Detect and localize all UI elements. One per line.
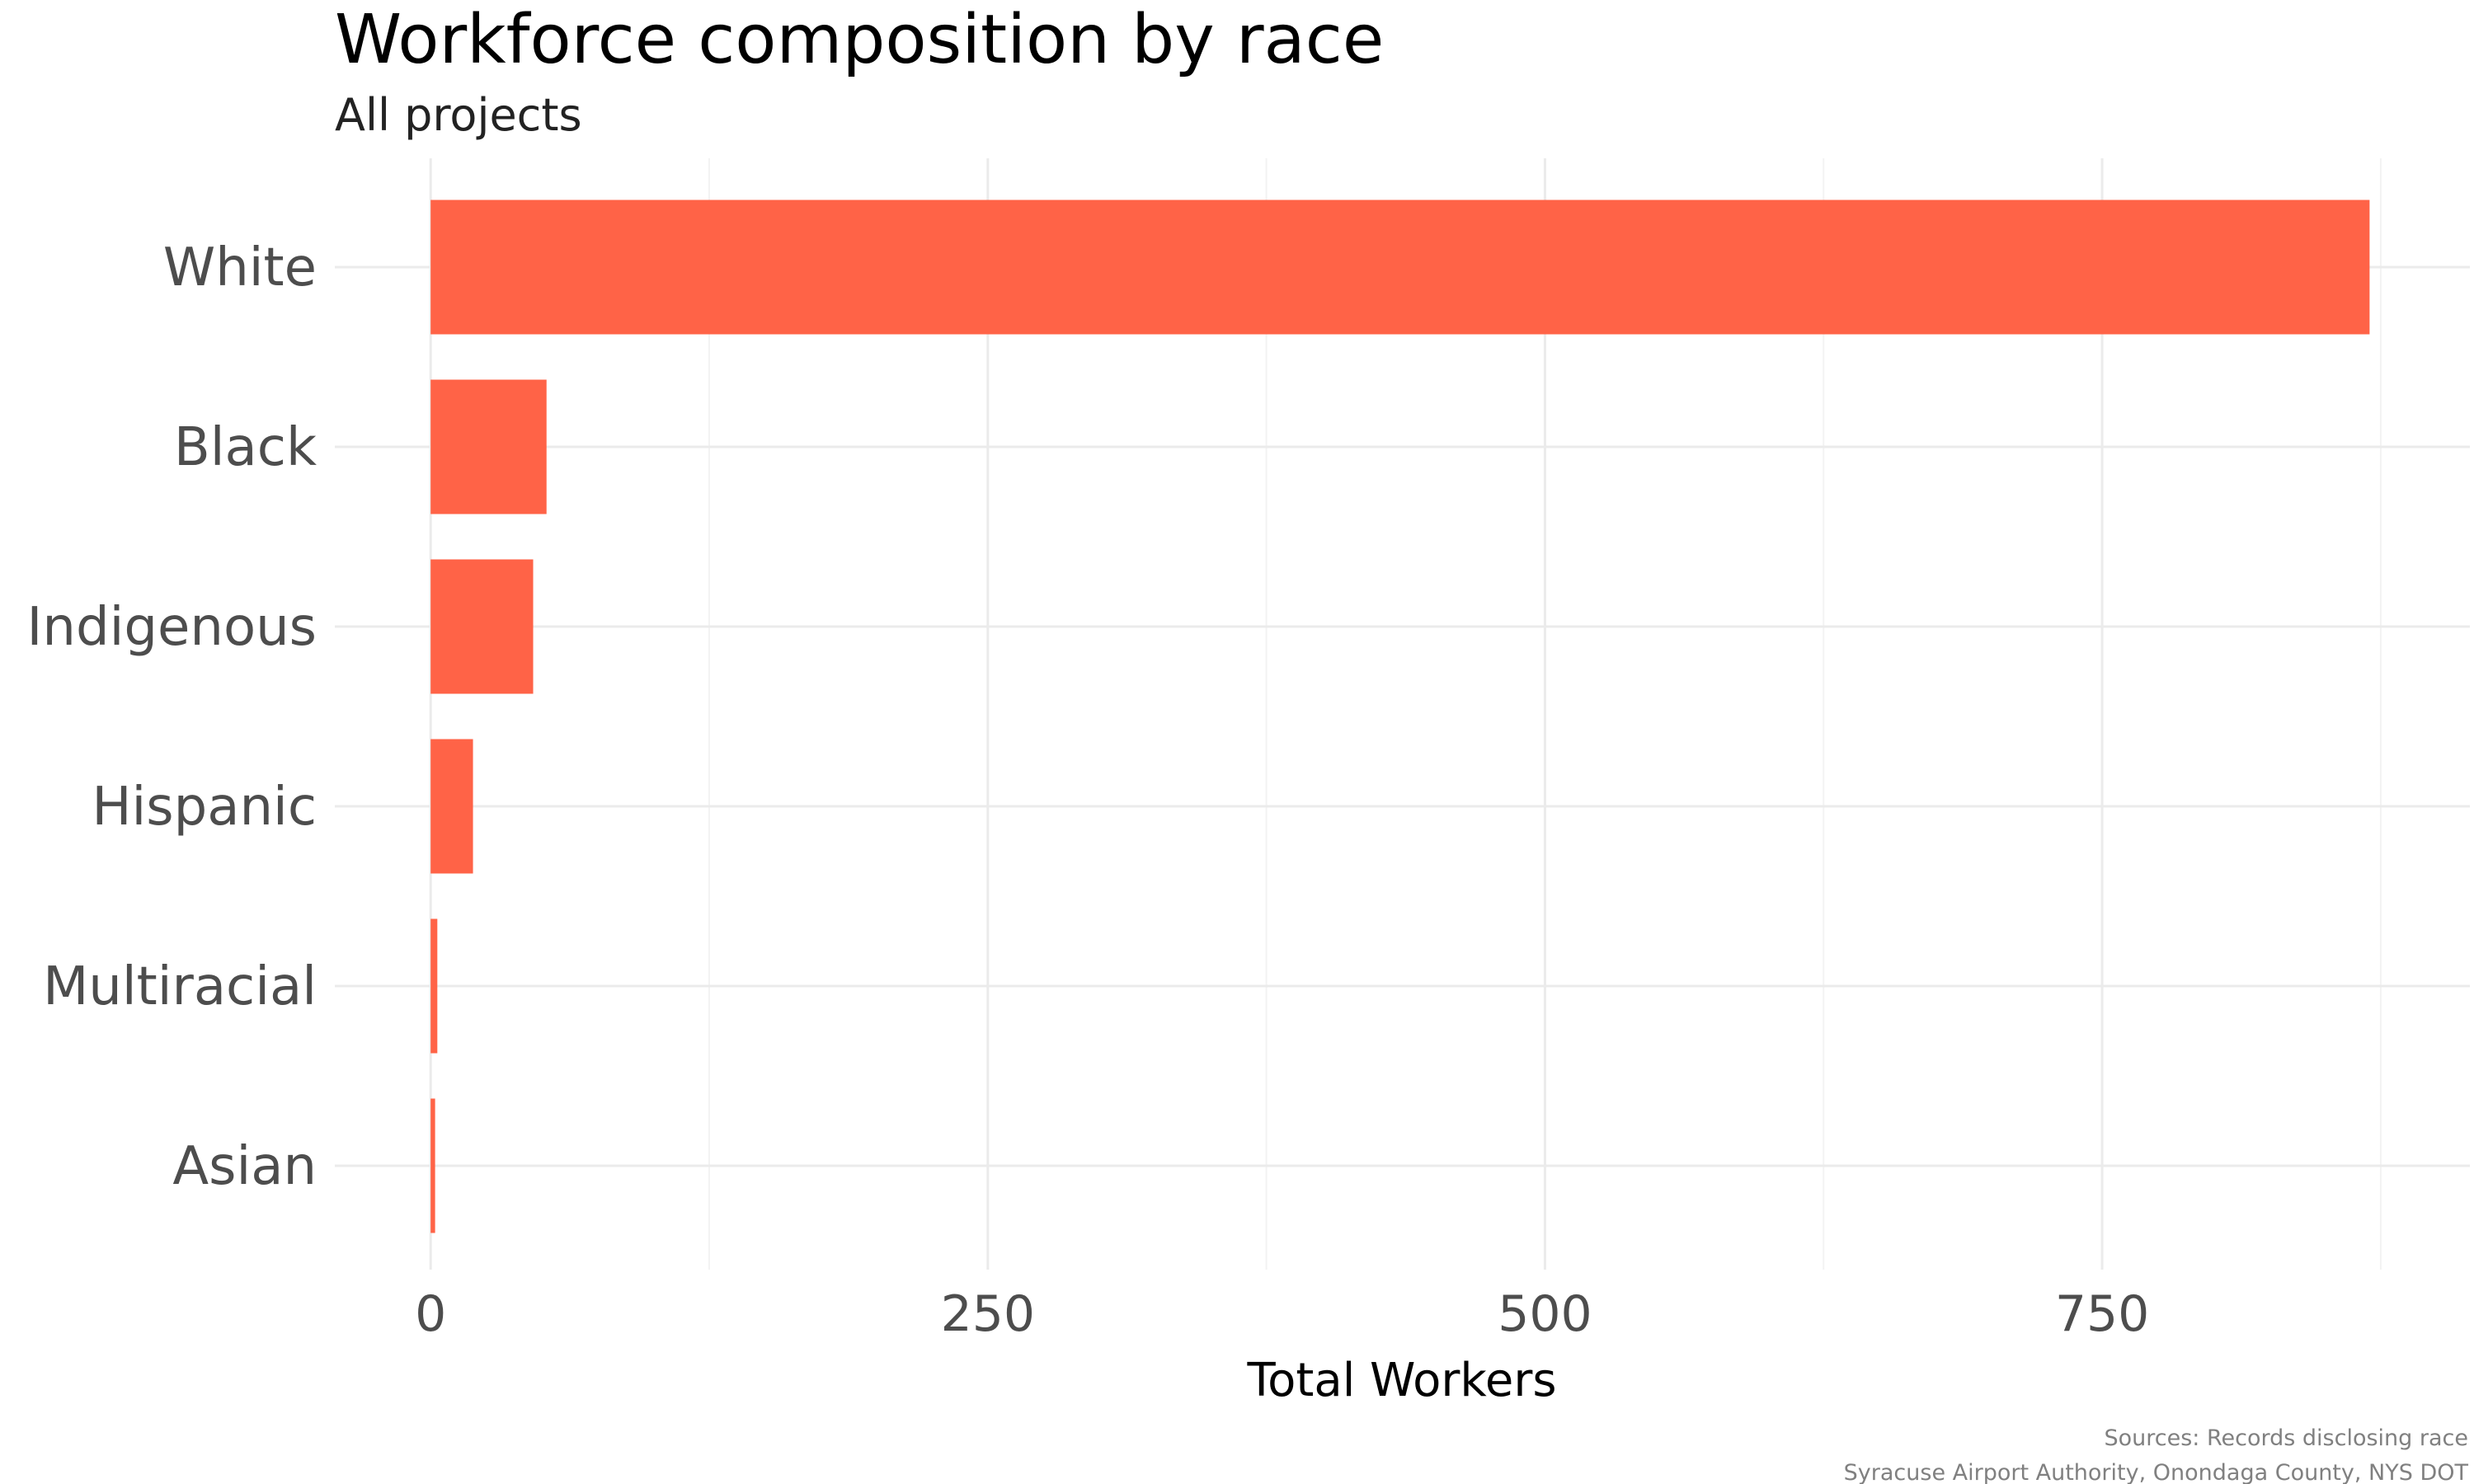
chart-subtitle: All projects [335,89,582,141]
caption-line-1: Sources: Records disclosing race [2105,1425,2469,1451]
category-label-black: Black [174,417,317,478]
bar-indigenous [430,559,534,694]
caption-line-2: Syracuse Airport Authority, Onondaga Cou… [1844,1460,2469,1484]
bars [430,200,2370,1233]
x-tick-label: 0 [415,1285,446,1343]
category-label-indigenous: Indigenous [27,597,317,658]
x-tick-label: 500 [1498,1285,1592,1343]
x-tick-labels: 0 250 500 750 [415,1285,2149,1343]
category-label-asian: Asian [172,1136,317,1197]
bar-white [430,200,2370,335]
bar-multiracial [430,918,438,1054]
category-label-hispanic: Hispanic [92,777,317,838]
bar-black [430,379,547,514]
grid-lines [335,158,2470,1270]
chart-title: Workforce composition by race [335,1,1384,79]
x-tick-label: 750 [2055,1285,2150,1343]
x-tick-label: 250 [941,1285,1036,1343]
category-labels: White Black Indigenous Hispanic Multiracial A… [27,237,317,1197]
bar-asian [430,1098,435,1233]
bar-hispanic [430,739,473,874]
category-label-white: White [163,237,317,298]
category-label-multiracial: Multiracial [43,956,317,1017]
x-axis-title: Total Workers [1246,1354,1556,1407]
